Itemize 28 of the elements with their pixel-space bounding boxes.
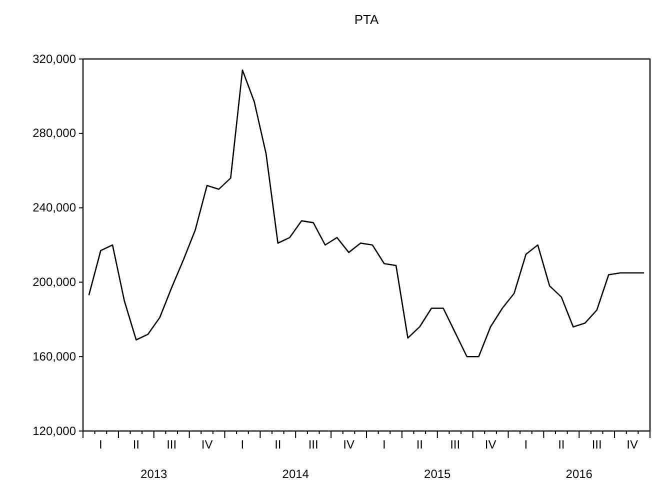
y-tick-label: 120,000: [32, 424, 76, 438]
x-tick-label: III: [166, 438, 177, 452]
x-tick-label: IV: [484, 438, 496, 452]
line-series: [88, 70, 645, 358]
y-tick-label: 200,000: [32, 275, 76, 290]
x-tick-label: I: [382, 438, 386, 452]
x-tick-label: IV: [626, 438, 638, 452]
x-tick-label: II: [132, 438, 140, 452]
text: 2014: [282, 467, 310, 481]
y-tick-label: 160,000: [32, 349, 76, 364]
text: 2015: [424, 467, 452, 481]
x-tick-label: I: [240, 438, 244, 452]
x-tick-label: III: [450, 438, 460, 452]
chart-title: PTA: [354, 12, 379, 27]
text: 2013: [140, 467, 168, 481]
y-tick-label: 320,000: [32, 52, 76, 66]
y-tick-label: 280,000: [32, 126, 76, 140]
x-tick-label: II: [558, 438, 565, 452]
x-tick-label: IV: [343, 438, 354, 452]
x-tick-label: III: [308, 438, 318, 452]
x-tick-label: II: [274, 438, 282, 452]
x-tick-label: II: [416, 438, 423, 452]
x-tick-label: IV: [201, 438, 213, 452]
text: 2016: [566, 467, 593, 481]
x-tick-label: III: [592, 438, 602, 452]
y-tick-label: 240,000: [32, 200, 76, 215]
x-tick-label: I: [99, 438, 102, 452]
x-tick-label: I: [524, 438, 528, 452]
